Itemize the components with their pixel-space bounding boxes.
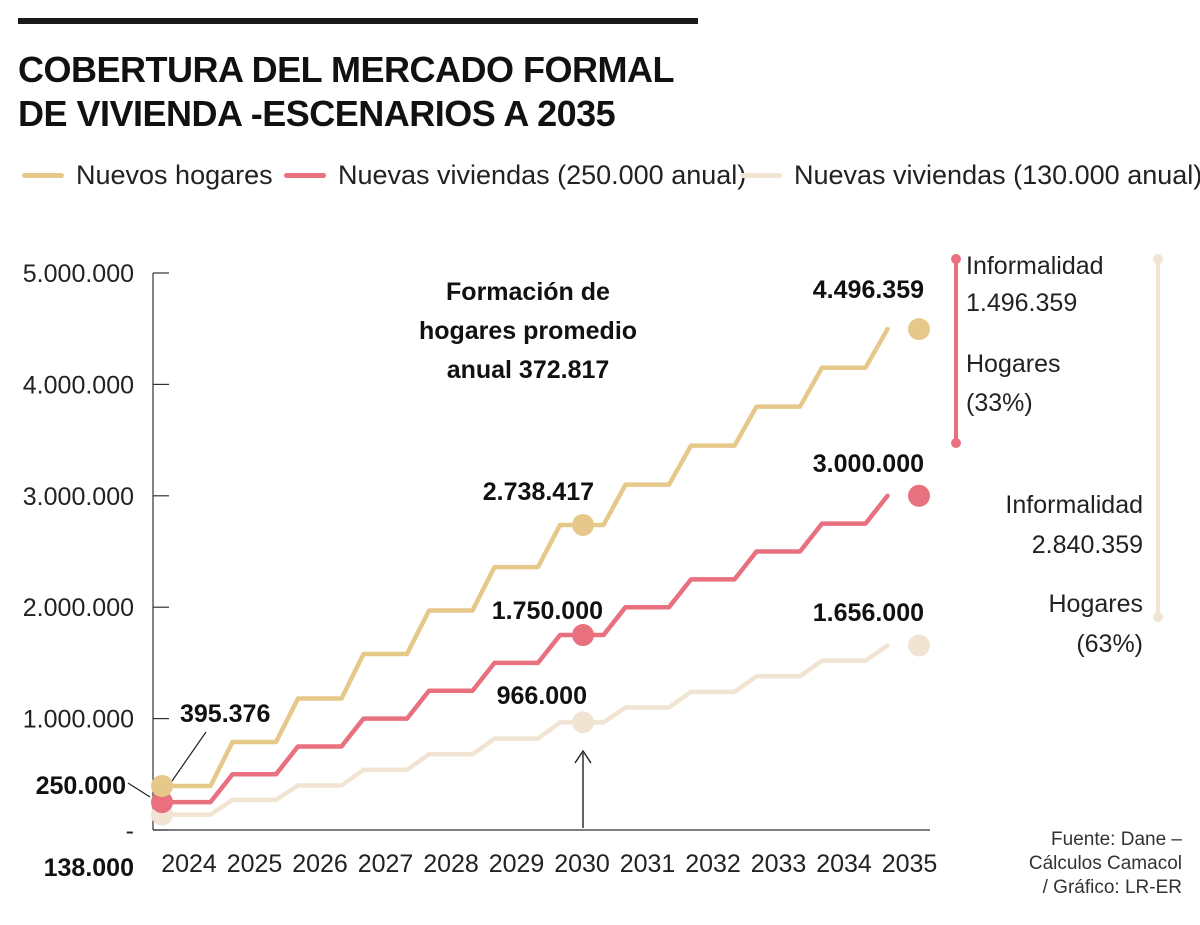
data-label: 3.000.000 (813, 450, 924, 478)
legend-label: Nuevas viviendas (130.000 anual) (794, 160, 1200, 190)
legend-swatch (740, 173, 782, 178)
series-line-3 (164, 643, 890, 817)
title-line-2: DE VIVIENDA -ESCENARIOS A 2035 (18, 93, 616, 134)
data-label: 4.496.359 (813, 276, 924, 304)
legend: Nuevos hogares Nuevas viviendas (250.000… (22, 160, 1200, 200)
bracket-text: Informalidad (1005, 491, 1143, 519)
x-tick-label: 2033 (751, 850, 807, 878)
bracket-end-top (951, 254, 961, 264)
x-tick-label: 2034 (816, 850, 872, 878)
data-point-marker (572, 513, 594, 536)
top-rule (18, 18, 698, 24)
legend-item-viviendas-130k: Nuevas viviendas (130.000 anual) (740, 160, 1200, 191)
annotation-arrow-head (574, 749, 592, 764)
legend-swatch (284, 173, 326, 178)
legend-label: Nuevos hogares (76, 160, 273, 190)
y-tick-label: 4.000.000 (23, 371, 134, 399)
legend-item-viviendas-250k: Nuevas viviendas (250.000 anual) (284, 160, 746, 191)
data-label: 395.376 (180, 700, 270, 728)
x-tick-label: 2029 (489, 850, 545, 878)
y-tick-label: 3.000.000 (23, 483, 134, 511)
chart-title: COBERTURA DEL MERCADO FORMAL DE VIVIENDA… (18, 48, 778, 136)
data-point-marker (908, 634, 930, 657)
legend-swatch (22, 173, 64, 178)
source-line-1: Fuente: Dane – (1051, 829, 1182, 850)
data-point-marker (572, 711, 594, 734)
data-point-marker (572, 624, 594, 647)
legend-item-nuevos-hogares: Nuevos hogares (22, 160, 273, 191)
y-tick-label: 5.000.000 (23, 260, 134, 288)
x-tick-label: 2026 (292, 850, 348, 878)
source-line-2: Cálculos Camacol (1028, 853, 1182, 874)
leader-line (127, 782, 151, 798)
series-line-1 (164, 326, 890, 789)
bracket-text: 2.840.359 (1032, 531, 1143, 559)
y-tick-label: - (126, 817, 134, 845)
bracket-text: Informalidad (966, 252, 1104, 280)
x-tick-label: 2028 (423, 850, 479, 878)
bracket-end-top (1153, 254, 1163, 264)
bracket-text: 1.496.359 (966, 289, 1077, 317)
data-label: 2.738.417 (483, 478, 594, 506)
data-point-marker (151, 791, 173, 814)
data-point-marker (151, 774, 173, 797)
data-point-marker (908, 318, 930, 341)
series-line-2 (164, 493, 890, 805)
data-label: 1.750.000 (492, 597, 603, 625)
data-label: 966.000 (497, 682, 587, 710)
x-tick-label: 2035 (882, 850, 938, 878)
leader-line (171, 731, 207, 782)
source-note: Fuente: Dane – Cálculos Camacol / Gráfic… (1029, 828, 1182, 900)
x-tick-label: 2031 (620, 850, 676, 878)
x-tick-label: 2032 (685, 850, 741, 878)
annotation-text: anual 372.817 (447, 356, 610, 384)
x-tick-label: 2027 (358, 850, 414, 878)
bracket-end-bottom (1153, 612, 1163, 622)
bracket-text: Hogares (1049, 590, 1144, 618)
legend-label: Nuevas viviendas (250.000 anual) (338, 160, 747, 190)
title-line-1: COBERTURA DEL MERCADO FORMAL (18, 49, 674, 90)
x-tick-label: 2030 (554, 850, 610, 878)
data-label: 1.656.000 (813, 599, 924, 627)
annotation-text: Formación de (446, 278, 610, 306)
bracket-text: Hogares (966, 350, 1061, 378)
source-line-3: / Gráfico: LR-ER (1042, 877, 1182, 898)
data-point-marker (908, 484, 930, 507)
data-label: 138.000 (44, 854, 134, 882)
annotation-text: hogares promedio (419, 317, 637, 345)
bracket-text: (33%) (966, 389, 1033, 417)
bracket-text: (63%) (1076, 630, 1143, 658)
data-label: 250.000 (36, 772, 126, 800)
x-tick-label: 2025 (227, 850, 283, 878)
bracket-end-bottom (951, 438, 961, 448)
y-tick-label: 1.000.000 (23, 706, 134, 734)
x-tick-label: 2024 (161, 850, 217, 878)
y-tick-label: 2.000.000 (23, 594, 134, 622)
